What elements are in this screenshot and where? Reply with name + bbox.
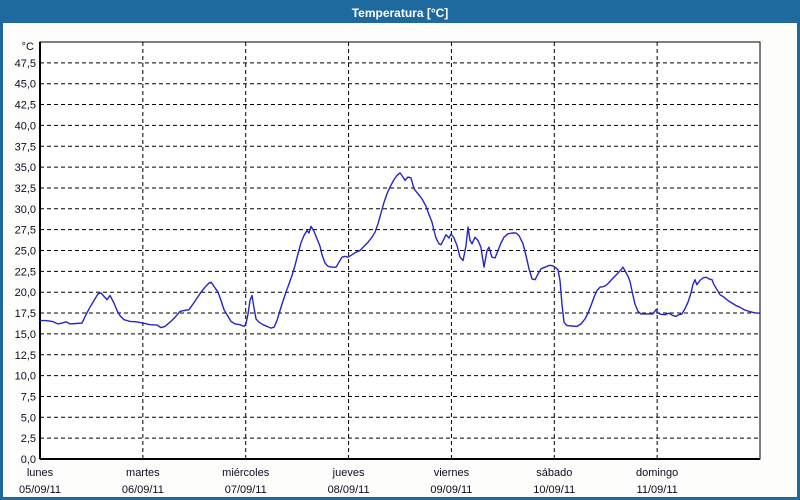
y-tick-label: 10,0 — [15, 371, 36, 383]
y-tick-label: 45,0 — [15, 79, 36, 91]
y-tick-label: 32,5 — [15, 183, 36, 195]
y-axis-labels: 0,0 2,5 5,0 7,5 10,0 12,5 15,0 17,5 20,0 22,5 25,0… — [15, 41, 36, 466]
y-tick-label: 12,5 — [15, 350, 36, 362]
day-date-label: 08/09/11 — [328, 484, 370, 496]
y-tick-label: 2,5 — [21, 433, 36, 445]
y-tick-label: 40,0 — [15, 120, 36, 132]
day-name-label: viernes — [434, 467, 470, 479]
y-tick-label: 30,0 — [15, 204, 36, 216]
y-tick-label: 22,5 — [15, 266, 36, 278]
y-tick-label: 20,0 — [15, 287, 36, 299]
y-tick-label: 47,5 — [15, 58, 36, 70]
gridlines — [40, 42, 760, 459]
day-name-label: sábado — [536, 467, 572, 479]
temperature-line — [39, 172, 760, 329]
y-tick-label: 25,0 — [15, 246, 36, 258]
y-tick-label: 7,5 — [21, 391, 36, 403]
day-name-label: miércoles — [222, 467, 270, 479]
y-tick-label: 27,5 — [15, 225, 36, 237]
day-date-label: 09/09/11 — [430, 484, 472, 496]
y-tick-label: 15,0 — [15, 329, 36, 341]
day-date-label: 11/09/11 — [637, 484, 678, 496]
day-name-label: jueves — [332, 467, 365, 479]
day-name-label: martes — [126, 467, 160, 479]
y-tick-label: 42,5 — [15, 100, 36, 112]
y-tick-label: 35,0 — [15, 162, 36, 174]
day-date-label: 06/09/11 — [122, 484, 164, 496]
y-tick-label: 0,0 — [21, 454, 36, 466]
day-date-label: 05/09/11 — [19, 484, 61, 496]
day-name-label: lunes — [27, 467, 54, 479]
y-tick-label: 5,0 — [21, 412, 36, 424]
chart-container: 0,0 2,5 5,0 7,5 10,0 12,5 15,0 17,5 20,0 22,5 25,0… — [3, 23, 797, 497]
window-title: Temperatura [°C] — [351, 6, 449, 20]
day-date-label: 07/09/11 — [225, 484, 267, 496]
temperature-chart: 0,0 2,5 5,0 7,5 10,0 12,5 15,0 17,5 20,0 22,5 25,0… — [15, 41, 761, 496]
day-date-label: 10/09/11 — [533, 484, 575, 496]
y-tick-label: 37,5 — [15, 141, 36, 153]
x-axis-labels: lunes 05/09/11 martes 06/09/11 miércoles 07/0… — [19, 467, 678, 496]
day-name-label: domingo — [636, 467, 678, 479]
title-bar: Temperatura [°C] — [3, 3, 797, 23]
y-tick-label: 17,5 — [15, 308, 36, 320]
y-axis-unit-label: °C — [22, 41, 34, 53]
